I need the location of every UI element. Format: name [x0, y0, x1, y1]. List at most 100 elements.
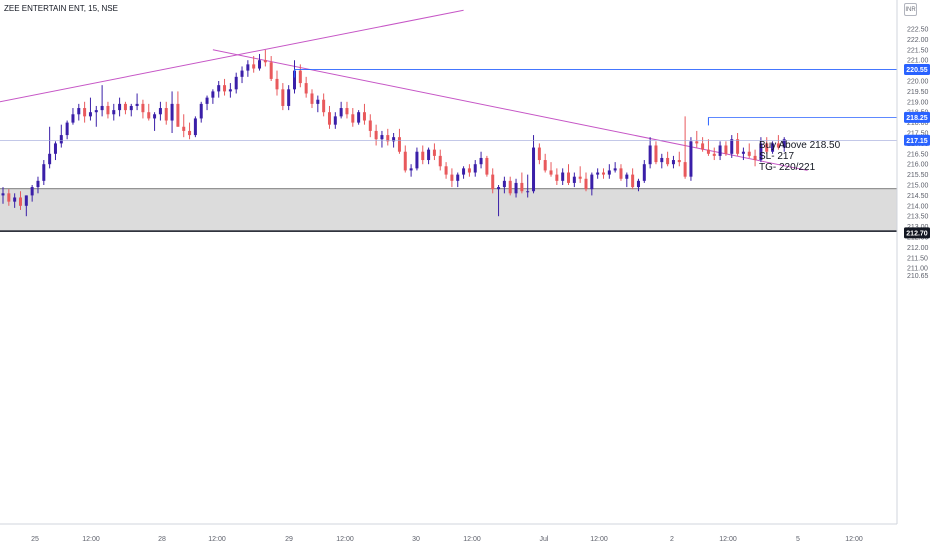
- candle[interactable]: [741, 147, 745, 161]
- candle[interactable]: [123, 101, 127, 115]
- candle[interactable]: [432, 143, 436, 161]
- candle[interactable]: [776, 135, 780, 150]
- candle[interactable]: [147, 103, 151, 121]
- candle[interactable]: [164, 101, 168, 125]
- candle[interactable]: [36, 176, 40, 194]
- candle[interactable]: [526, 174, 530, 198]
- candle[interactable]: [607, 164, 611, 179]
- candle[interactable]: [660, 153, 664, 169]
- candle[interactable]: [701, 137, 705, 152]
- currency-label[interactable]: INR: [904, 3, 917, 16]
- candle[interactable]: [217, 81, 221, 98]
- candle[interactable]: [462, 166, 466, 179]
- candle[interactable]: [671, 155, 675, 169]
- candle[interactable]: [747, 143, 751, 158]
- candle[interactable]: [572, 172, 576, 188]
- candle[interactable]: [170, 91, 174, 133]
- candle[interactable]: [718, 141, 722, 161]
- candle[interactable]: [252, 56, 256, 73]
- candle[interactable]: [188, 122, 192, 140]
- candle[interactable]: [223, 78, 227, 96]
- candle[interactable]: [753, 149, 757, 167]
- candle[interactable]: [648, 137, 652, 169]
- candle[interactable]: [397, 128, 401, 154]
- candle[interactable]: [532, 135, 536, 194]
- candle[interactable]: [427, 147, 431, 165]
- candle[interactable]: [421, 145, 425, 165]
- candle[interactable]: [368, 114, 372, 138]
- candle[interactable]: [258, 53, 262, 71]
- candle[interactable]: [619, 164, 623, 181]
- candle[interactable]: [730, 135, 734, 158]
- candle[interactable]: [176, 91, 180, 127]
- candle[interactable]: [158, 101, 162, 121]
- candle[interactable]: [304, 76, 308, 98]
- candle[interactable]: [613, 162, 617, 173]
- candle[interactable]: [415, 147, 419, 171]
- candle[interactable]: [310, 89, 314, 109]
- candle[interactable]: [281, 83, 285, 111]
- candle[interactable]: [590, 172, 594, 196]
- candle[interactable]: [403, 145, 407, 173]
- candle[interactable]: [450, 168, 454, 188]
- candle[interactable]: [333, 112, 337, 129]
- candle[interactable]: [520, 172, 524, 194]
- candle[interactable]: [228, 83, 232, 98]
- candle[interactable]: [211, 89, 215, 104]
- candle[interactable]: [683, 116, 687, 179]
- candle[interactable]: [386, 128, 390, 146]
- candle[interactable]: [53, 141, 57, 161]
- candle[interactable]: [199, 101, 203, 123]
- candle[interactable]: [275, 70, 279, 96]
- candle[interactable]: [83, 101, 87, 123]
- candle[interactable]: [24, 195, 28, 217]
- candle[interactable]: [362, 103, 366, 125]
- candle[interactable]: [100, 85, 104, 117]
- candle[interactable]: [759, 137, 763, 163]
- candle[interactable]: [636, 178, 640, 192]
- candle[interactable]: [106, 101, 110, 119]
- candle[interactable]: [135, 93, 139, 111]
- candle[interactable]: [666, 151, 670, 167]
- candle[interactable]: [438, 149, 442, 171]
- candle[interactable]: [234, 72, 238, 94]
- candle[interactable]: [514, 178, 518, 198]
- candle[interactable]: [246, 60, 250, 77]
- candle[interactable]: [1, 187, 5, 204]
- candle[interactable]: [263, 49, 267, 67]
- candle[interactable]: [153, 112, 157, 131]
- candle[interactable]: [42, 160, 46, 185]
- candle[interactable]: [456, 172, 460, 188]
- candle[interactable]: [30, 185, 34, 202]
- trendline[interactable]: [0, 9, 464, 108]
- trendline[interactable]: [212, 49, 808, 171]
- candle[interactable]: [549, 162, 553, 177]
- candle[interactable]: [601, 168, 605, 179]
- candle[interactable]: [240, 66, 244, 84]
- candle[interactable]: [357, 110, 361, 125]
- candle[interactable]: [322, 93, 326, 117]
- candle[interactable]: [508, 176, 512, 196]
- candle[interactable]: [771, 141, 775, 154]
- candle[interactable]: [706, 139, 710, 156]
- candle[interactable]: [555, 168, 559, 185]
- candle[interactable]: [345, 101, 349, 119]
- candle[interactable]: [18, 191, 22, 210]
- candle[interactable]: [94, 105, 98, 127]
- candle[interactable]: [182, 114, 186, 138]
- candle[interactable]: [782, 137, 786, 152]
- candle[interactable]: [327, 105, 331, 129]
- candle[interactable]: [374, 124, 378, 146]
- candle[interactable]: [409, 164, 413, 177]
- candle[interactable]: [112, 103, 116, 121]
- candle[interactable]: [7, 189, 11, 206]
- candle[interactable]: [380, 130, 384, 148]
- candle[interactable]: [339, 101, 343, 119]
- candle[interactable]: [77, 103, 81, 121]
- candle[interactable]: [485, 155, 489, 177]
- candle[interactable]: [88, 97, 92, 121]
- candle[interactable]: [316, 95, 320, 113]
- candle[interactable]: [479, 151, 483, 169]
- candle[interactable]: [689, 137, 693, 181]
